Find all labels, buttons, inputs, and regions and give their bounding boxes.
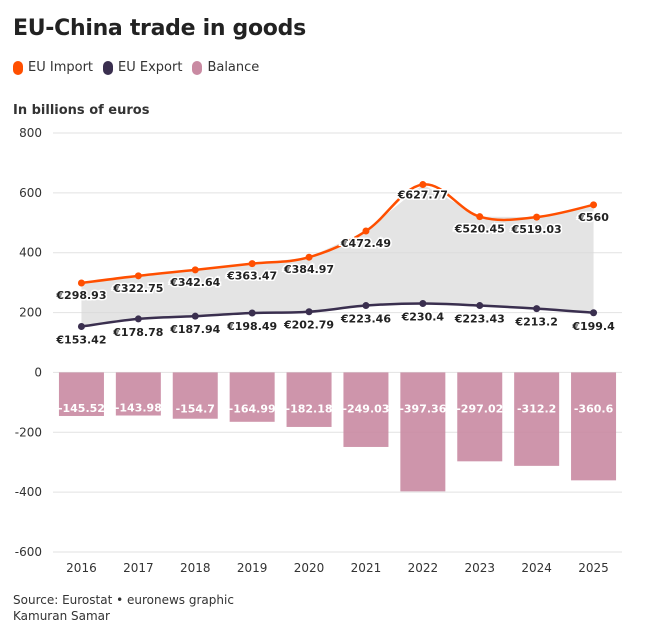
x-tick-label: 2018	[180, 561, 211, 575]
y-tick-label: 800	[19, 126, 42, 140]
eu-import-point	[191, 266, 199, 274]
balance-data-label: -297.02	[456, 402, 503, 415]
eu-export-data-label: €198.49	[226, 320, 277, 333]
eu-import-data-label: €472.49	[340, 237, 391, 250]
legend-label-eu-import: EU Import	[28, 60, 94, 75]
source-note: Source: Eurostat • euronews graphic	[13, 593, 234, 607]
x-tick-label: 2025	[578, 561, 609, 575]
balance-bar	[172, 372, 218, 419]
eu-import-data-label: €520.45	[454, 223, 505, 236]
y-tick-label: -400	[15, 485, 42, 499]
eu-export-point	[248, 309, 256, 317]
balance-bar	[343, 372, 389, 447]
eu-import-point	[77, 279, 85, 287]
eu-import-data-label: €363.47	[226, 270, 277, 283]
eu-export-point	[362, 302, 370, 310]
legend: EU Import EU Export Balance	[13, 60, 269, 75]
balance-data-label: -397.36	[399, 402, 446, 415]
legend-item-balance: Balance	[192, 60, 259, 75]
legend-item-eu-export: EU Export	[103, 60, 182, 75]
y-tick-label: -600	[15, 545, 42, 559]
legend-item-eu-import: EU Import	[13, 60, 93, 75]
eu-import-point	[476, 213, 484, 221]
y-tick-label: 400	[19, 246, 42, 260]
import-export-gap-area	[81, 184, 594, 327]
balance-data-label: -249.03	[342, 402, 389, 415]
x-tick-label: 2024	[521, 561, 552, 575]
y-axis-unit-label: In billions of euros	[13, 103, 150, 118]
eu-export-data-label: €153.42	[55, 334, 106, 347]
eu-import-point	[419, 181, 427, 189]
legend-label-balance: Balance	[207, 60, 260, 75]
eu-import-point	[305, 253, 313, 261]
legend-swatch-eu-import	[13, 60, 23, 75]
balance-data-label: -154.7	[176, 402, 215, 415]
y-tick-label: 200	[19, 306, 42, 320]
y-tick-label: 0	[34, 365, 42, 379]
eu-export-data-label: €213.2	[514, 316, 557, 329]
eu-import-data-label: €627.77	[397, 189, 448, 202]
eu-import-point	[248, 260, 256, 268]
author-credit: Kamuran Samar	[13, 609, 110, 623]
eu-import-data-label: €298.93	[55, 289, 106, 302]
x-tick-label: 2019	[237, 561, 268, 575]
eu-import-data-label: €384.97	[283, 263, 334, 276]
balance-data-label: -360.6	[574, 402, 614, 415]
eu-export-data-label: €187.94	[169, 323, 220, 336]
balance-bar	[229, 372, 275, 422]
x-tick-label: 2020	[294, 561, 325, 575]
eu-import-data-label: €342.64	[169, 276, 220, 289]
eu-export-point	[590, 309, 598, 317]
x-tick-label: 2022	[408, 561, 439, 575]
eu-import-data-label: €560	[577, 211, 609, 224]
x-tick-label: 2021	[351, 561, 382, 575]
balance-data-label: -145.52	[58, 402, 105, 415]
eu-export-data-label: €223.43	[454, 313, 505, 326]
balance-bar	[286, 372, 332, 427]
eu-export-point	[191, 312, 199, 320]
balance-data-label: -312.2	[517, 402, 556, 415]
balance-bar	[457, 372, 503, 462]
eu-import-point	[590, 201, 598, 209]
y-tick-label: 600	[19, 186, 42, 200]
legend-swatch-eu-export	[103, 60, 114, 75]
eu-export-point	[134, 315, 142, 323]
legend-swatch-balance	[192, 60, 203, 75]
eu-import-point	[362, 227, 370, 235]
balance-data-label: -143.98	[115, 402, 162, 415]
legend-label-eu-export: EU Export	[118, 60, 183, 75]
eu-export-data-label: €178.78	[112, 326, 163, 339]
y-tick-label: -200	[15, 425, 42, 439]
balance-bar	[400, 372, 446, 492]
eu-import-point	[134, 272, 142, 280]
eu-import-point	[533, 213, 541, 221]
eu-export-point	[305, 308, 313, 316]
chart-svg: 800 600 400 200 0 -200 -400 -600 2016 2017 2018 201…	[15, 126, 622, 575]
balance-bar	[58, 372, 104, 416]
footer: Source: Eurostat • euronews graphic Kamu…	[13, 592, 234, 624]
balance-data-label: -164.99	[229, 402, 276, 415]
x-tick-label: 2016	[66, 561, 97, 575]
eu-import-line	[81, 183, 594, 285]
eu-export-data-label: €223.46	[340, 313, 391, 326]
balance-data-label: -182.18	[286, 402, 333, 415]
chart-title: EU-China trade in goods	[13, 16, 306, 41]
eu-export-data-label: €230.4	[401, 310, 445, 323]
eu-export-point	[77, 323, 85, 331]
x-tick-label: 2023	[464, 561, 495, 575]
balance-bar	[115, 372, 161, 416]
balance-bar	[514, 372, 560, 466]
eu-export-point	[476, 302, 484, 310]
eu-export-point	[419, 299, 427, 307]
x-tick-label: 2017	[123, 561, 154, 575]
eu-export-point	[533, 305, 541, 313]
eu-export-data-label: €202.79	[283, 319, 334, 332]
eu-import-data-label: €322.75	[112, 282, 163, 295]
eu-export-line	[81, 302, 594, 328]
eu-export-data-label: €199.4	[571, 320, 615, 333]
balance-bar	[571, 372, 617, 481]
eu-import-data-label: €519.03	[511, 223, 562, 236]
